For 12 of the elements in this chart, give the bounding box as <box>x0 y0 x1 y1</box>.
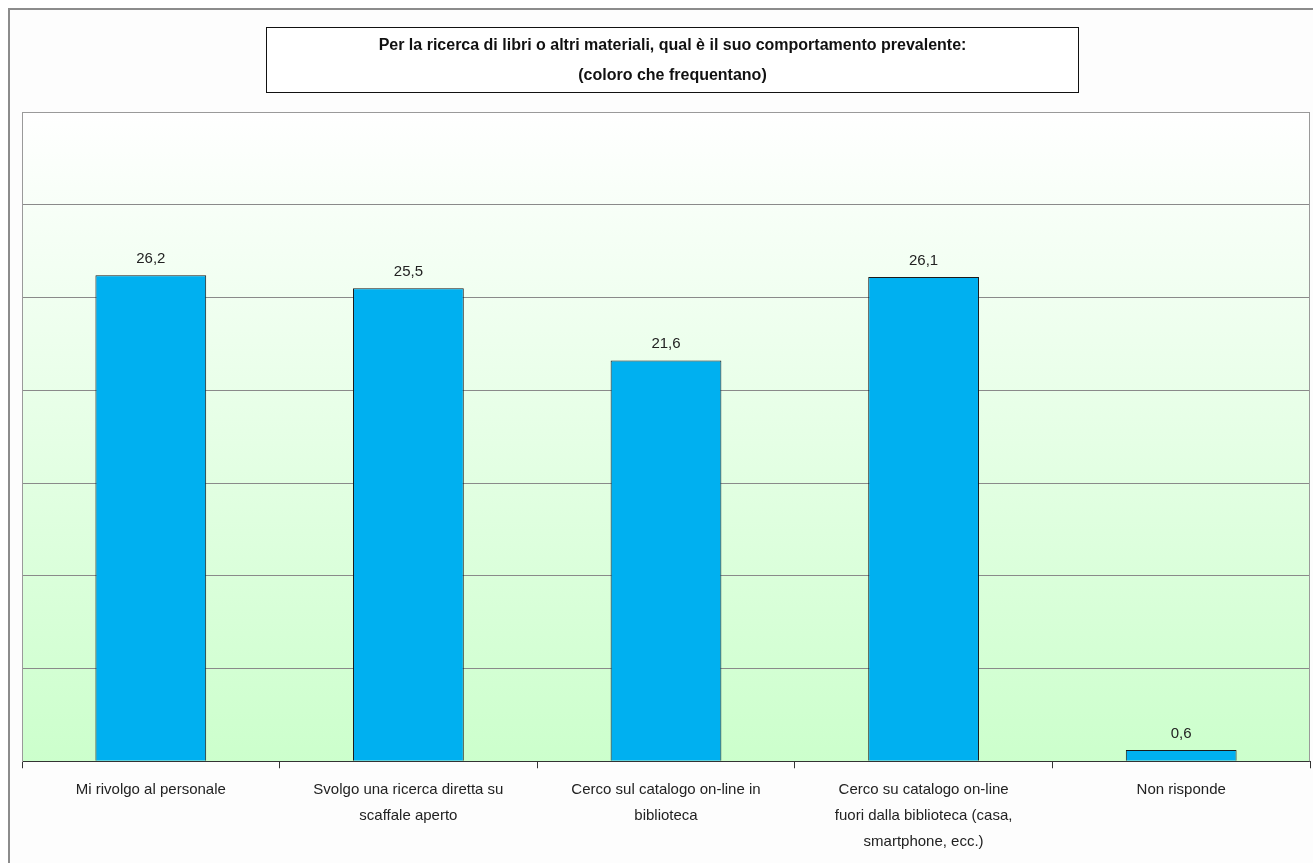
data-label: 25,5 <box>393 261 423 279</box>
x-tick-label: Non risponde <box>1136 779 1226 797</box>
x-tick-label: Mi rivolgo al personale <box>75 779 226 797</box>
chart-subtitle: (coloro che frequentano) <box>578 65 767 85</box>
data-label: 0,6 <box>1170 723 1192 741</box>
data-label: 26,2 <box>136 248 166 266</box>
chart-title: Per la ricerca di libri o altri materiali, qual è il suo comportamento prevalente: <box>378 35 967 55</box>
data-label: 26,1 <box>909 250 939 268</box>
x-tick-label: Cerco su catalogo on-line fuori dalla biblioteca (casa, smartphone, ecc.) <box>834 779 1013 850</box>
x-tick-label: Cerco sul catalogo on-line in biblioteca <box>571 779 761 823</box>
data-label: 21,6 <box>651 334 681 352</box>
x-tick-label: Svolgo una ricerca diretta su scaffale aperto <box>313 779 504 823</box>
